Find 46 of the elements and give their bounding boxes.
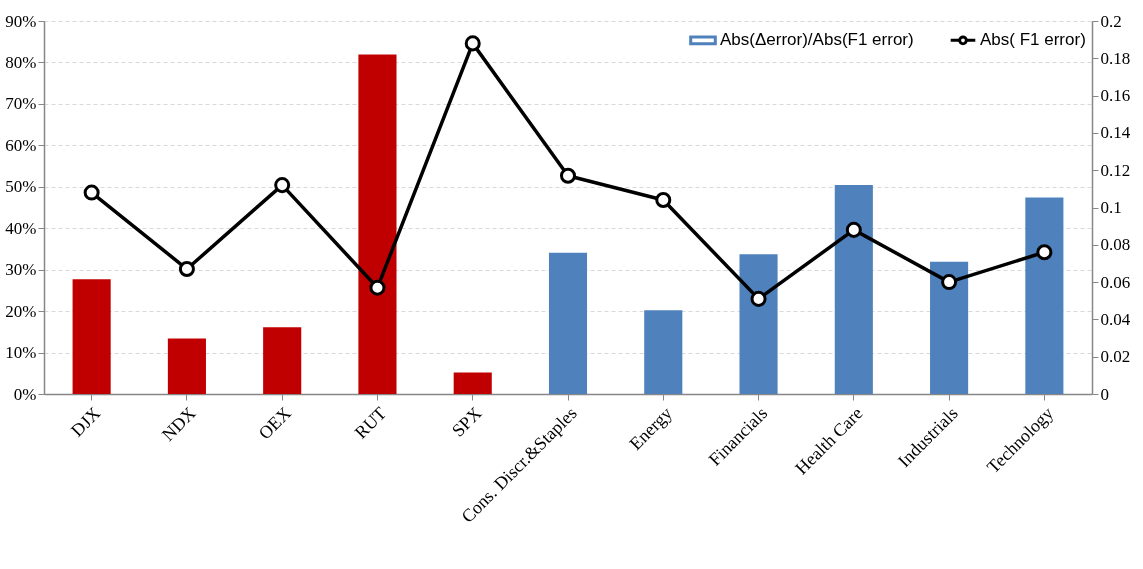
y-tick-label: 20% [5,301,37,321]
point [941,274,958,291]
x-tick-label: SPX [447,403,486,441]
y2-tick-label: 0.04 [1100,309,1131,329]
y2-tick-label: 0.2 [1100,11,1122,31]
bar [739,254,778,394]
y2-tick-label: 0.18 [1100,48,1131,68]
point [274,177,291,194]
bar [358,54,397,394]
bar [167,338,206,394]
y2-tick-label: 0.1 [1100,198,1122,217]
bar [453,372,492,394]
bar [930,261,969,394]
y-tick-label: 70% [5,94,37,114]
bar [644,310,683,394]
point [178,261,195,278]
point [559,167,577,184]
y-tick-label: 10% [5,343,37,363]
point [845,221,862,238]
bar [834,185,873,394]
point [750,290,767,307]
point [369,279,386,296]
y2-tick-label: 0.14 [1100,123,1131,143]
legend-label: Abs(Δerror)/Abs(F1 error) [720,30,914,50]
point [655,192,672,209]
y2-tick-label: 0.08 [1100,235,1131,255]
y2-tick-label: 0.06 [1100,272,1131,292]
bar [1025,197,1064,394]
y-tick-label: 80% [5,52,37,72]
y-tick-label: 50% [5,177,37,197]
point [464,35,481,52]
y-tick-label: 60% [5,135,37,155]
y-tick-label: 90% [5,11,37,31]
y-tick-label: 40% [5,218,37,238]
y2-tick-label: 0 [1100,384,1109,404]
bar [263,327,302,394]
y-tick-label: 0% [13,384,37,404]
y-tick-label: 30% [5,260,37,280]
bar [72,279,111,394]
legend-label: Abs( F1 error) [980,30,1086,50]
point [83,184,100,201]
point [1036,244,1053,261]
y2-tick-label: 0.12 [1100,160,1131,180]
y2-tick-label: 0.02 [1100,347,1131,367]
bar [548,252,588,394]
y2-tick-label: 0.16 [1100,86,1131,106]
